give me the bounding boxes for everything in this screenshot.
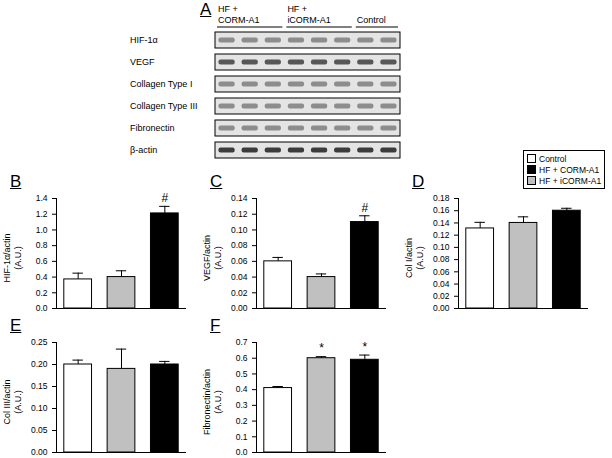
- svg-text:HF +CORM-A1: HF +CORM-A1: [218, 4, 260, 25]
- svg-text:0.15: 0.15: [31, 381, 48, 391]
- svg-text:0.6: 0.6: [236, 353, 248, 363]
- svg-text:β-actin: β-actin: [130, 145, 157, 155]
- svg-text:0.04: 0.04: [433, 279, 450, 289]
- svg-text:0.02: 0.02: [433, 291, 450, 301]
- svg-text:0.08: 0.08: [231, 240, 248, 250]
- svg-text:VEGF: VEGF: [130, 57, 155, 67]
- html-text:VEGF/actin: VEGF/actin: [202, 235, 212, 281]
- html-text:Col III/actin: Col III/actin: [2, 379, 12, 425]
- svg-text:0.2: 0.2: [236, 416, 248, 426]
- html-text:E: E: [10, 316, 22, 335]
- svg-text:*: *: [362, 340, 367, 354]
- svg-text:0.08: 0.08: [433, 254, 450, 264]
- svg-text:0.2: 0.2: [36, 288, 48, 298]
- html-text:(A.U.): (A.U.): [13, 390, 23, 414]
- html-text:Control: Control: [539, 153, 567, 164]
- svg-text:0.8: 0.8: [36, 240, 48, 250]
- svg-text:0.3: 0.3: [236, 400, 248, 410]
- svg-text:HF +iCORM-A1: HF +iCORM-A1: [287, 4, 331, 25]
- html-text:HIF-1α/actin: HIF-1α/actin: [2, 233, 12, 283]
- svg-text:0.10: 0.10: [433, 242, 450, 252]
- svg-text:*: *: [319, 341, 324, 355]
- html-text:B: B: [10, 172, 22, 191]
- svg-text:0.10: 0.10: [231, 225, 248, 235]
- html-text:(A.U.): (A.U.): [213, 246, 223, 270]
- html-text:F: F: [210, 316, 221, 335]
- html-text:(A.U.): (A.U.): [415, 246, 425, 270]
- svg-text:0.00: 0.00: [31, 447, 48, 457]
- svg-text:0.5: 0.5: [236, 369, 248, 379]
- svg-text:0.4: 0.4: [36, 272, 48, 282]
- svg-text:0.14: 0.14: [433, 218, 450, 228]
- svg-text:#: #: [361, 201, 368, 215]
- svg-text:0.12: 0.12: [433, 230, 450, 240]
- html-text:Fibronectin/actin: Fibronectin/actin: [202, 369, 212, 435]
- svg-text:0.25: 0.25: [31, 337, 48, 347]
- svg-text:0.0: 0.0: [236, 447, 248, 457]
- svg-text:Collagen Type I: Collagen Type I: [130, 79, 192, 89]
- html-text:C: C: [210, 172, 223, 191]
- svg-text:0.06: 0.06: [433, 267, 450, 277]
- svg-text:0.20: 0.20: [31, 359, 48, 369]
- svg-text:0.18: 0.18: [433, 193, 450, 203]
- svg-text:0.4: 0.4: [236, 384, 248, 394]
- svg-text:Fibronectin: Fibronectin: [130, 123, 175, 133]
- svg-text:1.0: 1.0: [36, 225, 48, 235]
- svg-text:0.16: 0.16: [433, 205, 450, 215]
- svg-text:0.10: 0.10: [31, 403, 48, 413]
- svg-text:0.02: 0.02: [231, 288, 248, 298]
- svg-text:1.2: 1.2: [36, 209, 48, 219]
- svg-text:0.00: 0.00: [231, 303, 248, 313]
- svg-text:0.0: 0.0: [36, 303, 48, 313]
- svg-text:0.00: 0.00: [433, 303, 450, 313]
- svg-text:0.04: 0.04: [231, 272, 248, 282]
- svg-text:0.06: 0.06: [231, 256, 248, 266]
- svg-text:Control: Control: [357, 15, 386, 25]
- html-text:HF + CORM-A1: HF + CORM-A1: [539, 164, 600, 175]
- svg-text:Collagen Type III: Collagen Type III: [130, 101, 197, 111]
- html-text:D: D: [412, 172, 425, 191]
- svg-text:0.1: 0.1: [236, 432, 248, 442]
- svg-text:#: #: [161, 191, 168, 205]
- svg-text:0.6: 0.6: [36, 256, 48, 266]
- html-text:(A.U.): (A.U.): [13, 246, 23, 270]
- html-text:(A.U.): (A.U.): [213, 390, 223, 414]
- svg-text:1.4: 1.4: [36, 193, 48, 203]
- svg-text:0.7: 0.7: [236, 337, 248, 347]
- html-text:Col I/actin: Col I/actin: [404, 238, 414, 278]
- svg-text:0.14: 0.14: [231, 193, 248, 203]
- svg-text:0.05: 0.05: [31, 425, 48, 435]
- svg-text:0.12: 0.12: [231, 209, 248, 219]
- html-text:HF + iCORM-A1: HF + iCORM-A1: [539, 175, 602, 186]
- html-text:A: A: [200, 0, 212, 19]
- svg-text:HIF-1α: HIF-1α: [130, 35, 158, 45]
